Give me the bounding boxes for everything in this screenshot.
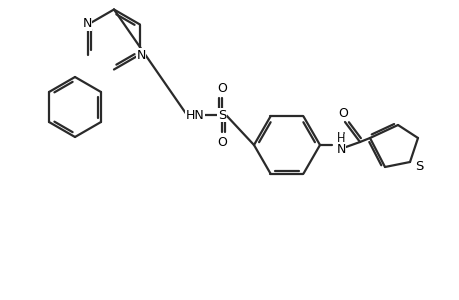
Text: O: O: [337, 106, 347, 119]
Text: H: H: [336, 134, 344, 144]
Text: N: N: [82, 17, 91, 30]
Text: O: O: [217, 136, 226, 148]
Text: S: S: [414, 160, 422, 172]
Text: N: N: [336, 142, 345, 155]
Text: HN: HN: [185, 109, 204, 122]
Text: O: O: [217, 82, 226, 94]
Text: H
N: H N: [336, 131, 345, 159]
Text: S: S: [218, 109, 226, 122]
Text: N: N: [136, 49, 146, 62]
